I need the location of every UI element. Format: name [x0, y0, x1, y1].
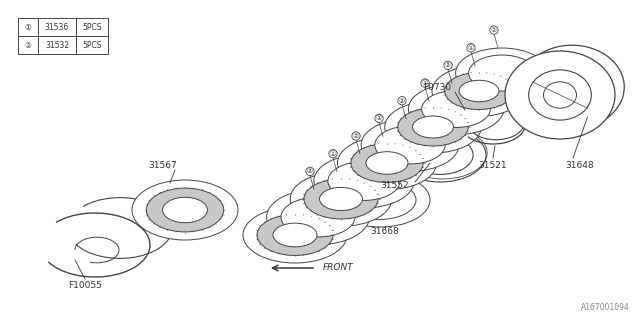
Ellipse shape — [385, 101, 481, 153]
Ellipse shape — [520, 45, 624, 129]
Ellipse shape — [541, 63, 602, 111]
Text: ②: ② — [353, 133, 359, 139]
Ellipse shape — [422, 91, 490, 127]
Text: ②: ② — [491, 27, 497, 33]
Bar — [18, 36, 38, 54]
Ellipse shape — [361, 119, 459, 171]
Text: ②: ② — [445, 62, 451, 68]
Ellipse shape — [257, 214, 333, 255]
Ellipse shape — [319, 188, 362, 211]
Ellipse shape — [351, 144, 423, 182]
Ellipse shape — [557, 75, 588, 99]
Text: 31532: 31532 — [45, 41, 69, 50]
Text: 31521: 31521 — [479, 161, 508, 170]
Ellipse shape — [132, 180, 238, 240]
Ellipse shape — [543, 82, 577, 108]
Text: F0730: F0730 — [423, 84, 451, 92]
Ellipse shape — [163, 197, 207, 223]
Ellipse shape — [413, 116, 453, 138]
Text: ②: ② — [307, 168, 313, 174]
Ellipse shape — [408, 83, 504, 135]
Bar — [18, 18, 38, 36]
Text: ①: ① — [422, 80, 428, 86]
Text: A167001094: A167001094 — [581, 303, 630, 312]
Text: ①: ① — [376, 115, 382, 121]
Text: 31536: 31536 — [45, 22, 69, 31]
Ellipse shape — [394, 128, 486, 182]
Bar — [38, 36, 76, 54]
Bar — [76, 18, 108, 36]
Ellipse shape — [456, 48, 548, 98]
Ellipse shape — [281, 197, 355, 237]
Bar — [76, 36, 108, 54]
Ellipse shape — [366, 152, 408, 174]
Text: 31552: 31552 — [381, 180, 410, 189]
Ellipse shape — [445, 73, 513, 109]
Text: 31567: 31567 — [148, 161, 177, 170]
Ellipse shape — [304, 179, 378, 219]
Text: ②: ② — [24, 41, 31, 50]
Ellipse shape — [314, 154, 414, 208]
Ellipse shape — [375, 126, 445, 164]
Text: 31648: 31648 — [566, 161, 595, 170]
Ellipse shape — [344, 180, 416, 220]
Ellipse shape — [398, 108, 468, 146]
Text: ①: ① — [330, 151, 336, 157]
Text: FRONT: FRONT — [323, 263, 354, 273]
Ellipse shape — [147, 188, 224, 232]
Text: F10055: F10055 — [68, 281, 102, 290]
Ellipse shape — [291, 172, 392, 226]
Text: 31668: 31668 — [371, 228, 399, 236]
Ellipse shape — [529, 70, 591, 120]
Ellipse shape — [267, 189, 369, 245]
Bar — [38, 18, 76, 36]
Ellipse shape — [432, 66, 526, 116]
Text: 5PCS: 5PCS — [83, 41, 102, 50]
Text: ②: ② — [399, 98, 405, 104]
Ellipse shape — [243, 207, 347, 263]
Text: 5PCS: 5PCS — [83, 22, 102, 31]
Ellipse shape — [505, 51, 615, 139]
Text: ①: ① — [24, 22, 31, 31]
Ellipse shape — [459, 80, 499, 102]
Ellipse shape — [330, 173, 430, 227]
Ellipse shape — [328, 162, 400, 200]
Ellipse shape — [273, 223, 317, 247]
Ellipse shape — [407, 136, 473, 174]
Ellipse shape — [337, 136, 436, 190]
Text: ①: ① — [468, 45, 474, 51]
Ellipse shape — [468, 55, 536, 91]
